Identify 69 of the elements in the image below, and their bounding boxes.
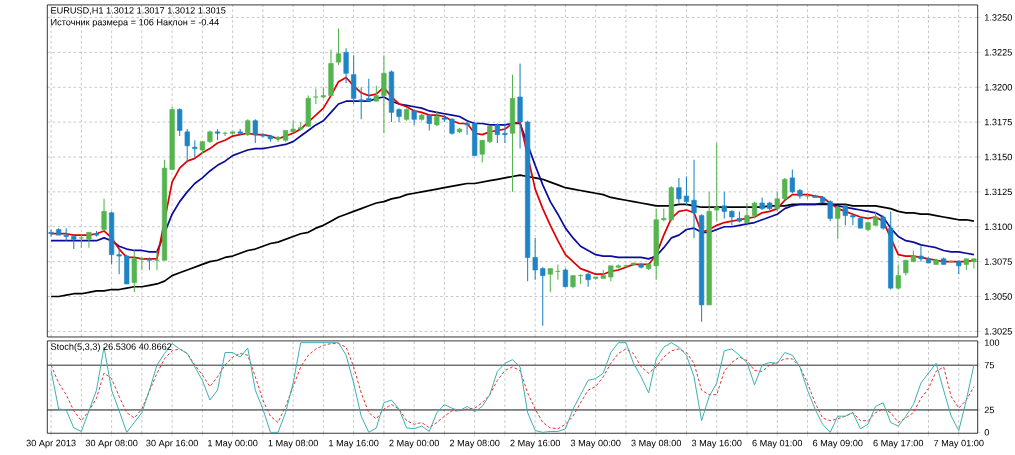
- y-tick-label: 0: [984, 429, 990, 436]
- x-tick-label: 6 May 17:00: [873, 439, 924, 449]
- candlestick: [918, 245, 924, 263]
- candlestick: [101, 198, 107, 231]
- y-tick-label: 1.3075: [984, 258, 1012, 265]
- candlestick: [184, 128, 190, 164]
- candlestick: [691, 159, 697, 239]
- candlestick: [290, 120, 296, 133]
- candlestick: [335, 28, 342, 66]
- candlestick: [177, 107, 183, 137]
- candlestick: [366, 78, 372, 102]
- text: Источник размера = 106 Наклон = -0.44: [51, 19, 219, 28]
- candlestick: [464, 121, 470, 136]
- candlestick: [842, 203, 848, 226]
- y-tick-label: 1.3175: [984, 118, 1012, 126]
- x-tick-label: 1 May 16:00: [329, 439, 379, 449]
- candlestick: [759, 196, 765, 211]
- chart-title: Stoch(5,3,3) 26.5306 40.8662: [50, 343, 172, 352]
- y-tick-label: 1.3250: [984, 14, 1012, 21]
- candlestick: [479, 139, 485, 164]
- candlestick: [782, 177, 788, 201]
- x-tick-label: 1 May 08:00: [268, 439, 318, 449]
- candlestick: [502, 123, 508, 144]
- candlestick: [343, 47, 349, 84]
- y-tick-label: 75: [984, 361, 995, 369]
- x-tick-label: 1 May 00:00: [208, 439, 258, 449]
- candlestick: [540, 266, 546, 327]
- x-tick-label: 6 May 01:00: [752, 439, 803, 449]
- candlestick: [676, 177, 682, 204]
- candlestick: [252, 118, 258, 144]
- candlestick: [721, 191, 727, 219]
- candlestick: [895, 263, 901, 291]
- x-tick-label: 3 May 00:00: [570, 439, 621, 449]
- y-tick-label: 25: [984, 406, 995, 414]
- candlestick: [850, 213, 856, 226]
- candlestick: [744, 202, 750, 225]
- candlestick: [585, 272, 591, 288]
- x-tick-label: 3 May 16:00: [691, 439, 742, 449]
- x-tick-label: 6 May 09:00: [812, 439, 863, 449]
- x-tick-label: 2 May 08:00: [449, 439, 500, 449]
- x-tick-label: 30 Apr 16:00: [146, 439, 198, 449]
- candlestick: [714, 142, 720, 222]
- x-tick-label: 2 May 16:00: [510, 439, 561, 449]
- x-tick-label: 30 Apr 2013: [26, 439, 76, 449]
- y-tick-label: 1.3100: [984, 223, 1012, 231]
- chart-title: EURUSD,H1 1.3012 1.3017 1.3012 1.3015: [51, 7, 226, 15]
- candlestick: [275, 135, 281, 143]
- x-tick-label: 7 May 01:00: [934, 439, 984, 449]
- x-tick-label: 30 Apr 08:00: [85, 439, 138, 449]
- candlestick: [683, 176, 690, 207]
- x-tick-label: 3 May 08:00: [631, 439, 682, 449]
- y-tick-label: 1.3150: [984, 153, 1012, 161]
- candlestick: [381, 54, 387, 134]
- candlestick: [774, 191, 780, 212]
- candlestick: [835, 205, 841, 240]
- y-tick-label: 1.3200: [984, 84, 1012, 91]
- candlestick: [547, 268, 553, 293]
- y-tick-label: 1.3050: [984, 293, 1012, 300]
- candlestick: [358, 86, 364, 120]
- candlestick: [48, 229, 54, 238]
- candlestick: [86, 231, 92, 249]
- candlestick: [351, 54, 357, 105]
- y-tick-label: 1.3225: [984, 49, 1012, 56]
- candlestick: [131, 250, 137, 293]
- x-tick-label: 2 May 00:00: [389, 439, 440, 449]
- y-tick-label: 1.3125: [984, 188, 1012, 196]
- candlestick: [971, 258, 977, 270]
- y-tick-label: 1.3025: [984, 328, 1012, 335]
- y-tick-label: 100: [984, 339, 1000, 346]
